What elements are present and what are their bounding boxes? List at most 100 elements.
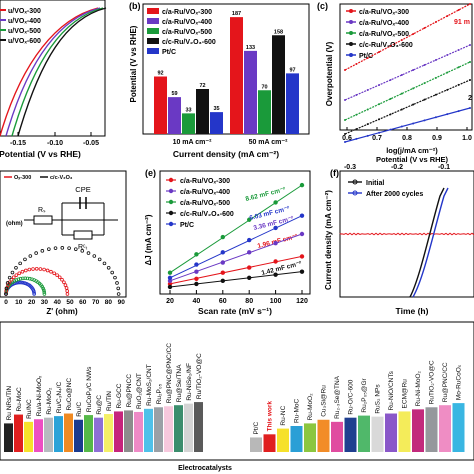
panel-d-frame — [0, 170, 127, 298]
panel-g2-label-6: Ru₂.₃Se@TNA — [334, 375, 341, 418]
panel-c-point-3-4 — [389, 113, 392, 116]
panel-c-legend-marker-1 — [349, 20, 353, 24]
panel-c-point-1-11 — [469, 44, 471, 46]
panel-d-point-3-12 — [53, 246, 58, 250]
panel-a-legend: u/VOₓ-300 u/VOₓ-400 u/VOₓ-500 u/VOₓ-600 — [0, 8, 41, 45]
panel-c-tick-label-3: 0.9 — [432, 135, 442, 142]
panel-a-legend-label-3: u/VOₓ-500 — [8, 28, 41, 35]
panel-c-point-3-0 — [344, 133, 346, 135]
panel-a: u/VOₓ-300 u/VOₓ-400 u/VOₓ-500 u/VOₓ-600 -0.… — [0, 0, 107, 159]
panel-g: Ru NRs/TiN Ru-MoC Ru/NC Ru/a-Ni-MoOₓ Ru-MoO₂… — [0, 321, 474, 472]
panel-c-point-1-4 — [389, 79, 392, 81]
panel-d-point-3-19 — [97, 257, 102, 262]
panel-d-point-3-25 — [116, 286, 121, 291]
panel-a-tick-label-1: -0.10 — [47, 140, 63, 147]
panel-c-point-0-6 — [412, 33, 415, 35]
panel-g-bar-3 — [34, 419, 43, 452]
panel-e-point-4-4 — [273, 225, 278, 231]
panel-a-x-label: Potential (V vs RHE) — [0, 149, 81, 159]
panel-c-point-2-4 — [389, 97, 392, 100]
panel-e-point-4-2 — [220, 250, 225, 255]
panel-g-frame — [0, 321, 474, 461]
panel-g2-label-7: Ru-O/C-600 — [348, 379, 355, 414]
panel-c-point-0-2 — [366, 57, 369, 59]
panel-c-legend-label-0: c/a-Ru/VOₓ-300 — [359, 9, 409, 16]
panel-b-bar-2-1 — [258, 90, 271, 134]
panel-e-point-1-2 — [220, 260, 225, 265]
panel-d-point-2-23 — [63, 283, 68, 287]
panel-e-point-0-2 — [220, 270, 225, 275]
panel-d-y-label: (ohm) — [6, 221, 23, 227]
panel-e-legend-marker-0 — [168, 177, 174, 183]
panel-d-point-2-5 — [9, 277, 14, 282]
panel-b-legend-label-3: c/c-Ru/V₂O₃-600 — [162, 39, 216, 46]
panel-b-legend-label-2: c/a-Ru/VOₓ-500 — [162, 29, 212, 36]
panel-c-point-2-9 — [446, 71, 449, 74]
panel-e-legend-label-4: Pt/C — [180, 222, 194, 229]
panel-g-bar-17 — [174, 405, 183, 452]
panel-d-point-3-8 — [28, 254, 33, 258]
panel-c-tick-label-1: 0.7 — [372, 135, 382, 142]
panel-e-series: 1.96 mF cm⁻²3.36 mF cm⁻²8.62 mF cm⁻²1.42… — [167, 182, 305, 290]
panel-c-point-3-7 — [423, 98, 426, 101]
panel-d-point-3-13 — [60, 246, 65, 250]
panel-e-legend-marker-1 — [168, 188, 174, 194]
panel-c-point-1-9 — [446, 54, 449, 56]
panel-g2-label-1: This work — [267, 401, 274, 432]
panel-c-point-3-1 — [355, 128, 358, 131]
panel-c-line-0 — [344, 3, 471, 71]
panel-a-legend-label-2: u/VOₓ-400 — [8, 18, 41, 25]
panel-g2-bar-12 — [412, 409, 424, 452]
panel-g2-bar-0 — [250, 437, 262, 452]
panel-c-point-0-9 — [446, 15, 449, 17]
panel-g-bar-5 — [54, 416, 63, 452]
panel-g-label-10: Ru/TiN — [106, 391, 113, 411]
panel-g-label-4: Ru-MoO₂ — [46, 387, 53, 415]
panel-d-point-2-18 — [52, 271, 56, 276]
panel-e-point-1-5 — [299, 231, 305, 237]
panel-c-point-1-2 — [366, 89, 369, 91]
panel-g2-label-0: Pt/C — [253, 421, 260, 434]
panel-b-bar-value-2-1: 70 — [261, 84, 267, 90]
panel-d-point-2-21 — [60, 277, 64, 282]
panel-b-bars: 92 187 59 133 33 70 72 158 35 97 — [154, 11, 299, 134]
panel-e-tick-label-2: 60 — [219, 298, 227, 305]
panel-e: (e) ΔJ (mA cm⁻²) 1.96 mF cm⁻²3.36 mF cm⁻… — [144, 168, 311, 316]
panel-g-label-1: Ru-MoC — [16, 387, 23, 412]
panel-g-bar-14 — [144, 408, 153, 452]
panel-b-frame — [142, 3, 310, 135]
panel-c-legend: c/a-Ru/VOₓ-300 c/a-Ru/VOₓ-400 c/a-Ru/VOₓ-5… — [346, 9, 413, 60]
panel-d-legend-label-1: c/c-V₂O₃ — [50, 175, 73, 181]
panel-g2-label-2: Ru-NC — [280, 405, 287, 425]
panel-d-point-0-12 — [16, 280, 21, 285]
panel-f-legend-label-0: Initial — [366, 180, 384, 187]
panel-a-frame — [0, 0, 106, 137]
panel-g-label-7: Ru/C — [76, 402, 83, 417]
panel-d: Oₓ-300 c/c-V₂O₃ Rₛ CPE Rᶜₜ (ohm) 0 10 20 30 4… — [0, 170, 127, 316]
panel-b-bar-value-0-0: 92 — [157, 71, 163, 77]
panel-b-bar-2-0 — [182, 113, 195, 134]
panel-d-point-2-11 — [27, 267, 32, 272]
panel-c-point-2-3 — [378, 103, 381, 106]
panel-b-legend-swatch-2 — [147, 28, 159, 34]
panel-c-point-0-8 — [434, 21, 437, 23]
panel-c-point-0-0 — [344, 69, 346, 71]
panel-c-point-4-1 — [355, 137, 358, 140]
panel-c-point-4-6 — [412, 122, 415, 125]
panel-e-point-4-3 — [247, 237, 252, 243]
panel-g2-bar-10 — [385, 413, 397, 452]
panel-f-stability-trace — [339, 232, 474, 236]
panel-d-point-1-26 — [42, 292, 47, 296]
panel-f-cycled-curve — [412, 187, 449, 298]
panel-d-point-0-25 — [32, 290, 36, 295]
panel-d-point-0-26 — [32, 292, 36, 296]
panel-d-point-2-13 — [34, 267, 39, 271]
panel-d-tick-label-3: 30 — [41, 299, 49, 306]
panel-e-x-ticks: 20 40 60 80 100 120 — [166, 290, 308, 305]
panel-c-point-4-10 — [457, 110, 460, 113]
panel-g-label-18: Ru-NiSe₂/NF — [186, 363, 193, 401]
panel-g-label-5: Ru/C₃N₄/C — [56, 382, 63, 414]
panel-e-point-3-5 — [299, 269, 305, 274]
panel-b-legend-swatch-3 — [147, 38, 159, 44]
